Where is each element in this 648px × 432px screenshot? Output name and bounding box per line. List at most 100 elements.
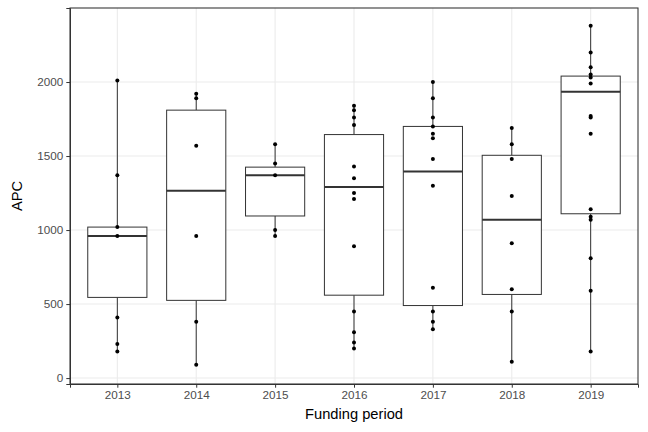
point [352,244,356,248]
point [510,360,514,364]
point [510,241,514,245]
box-body [167,110,226,300]
point [589,76,593,80]
point [115,225,119,229]
box [403,80,462,331]
axis-line [66,9,70,385]
point [589,50,593,54]
chart: 0 500 1000 1500 2000 2013 2014 2015 2016 2017 2018… [0,0,648,432]
point [431,327,435,331]
lower-whisker [432,306,433,330]
y-axis: 0 500 1000 1500 2000 [37,9,70,385]
y-axis-title: APC [9,181,25,212]
upper-whisker [511,128,512,155]
median [246,174,305,176]
point [273,161,277,165]
box [167,92,226,367]
point [115,234,119,238]
tick: 2014 [184,384,211,401]
tick: 2015 [263,384,290,401]
tick-label: 2015 [263,388,290,401]
box [561,24,620,354]
point [115,173,119,177]
point [352,123,356,127]
lower-whisker [511,294,512,361]
tick-label: 0 [57,371,64,384]
point [589,24,593,28]
panel-border [70,8,638,384]
point [115,349,119,353]
box [246,142,305,238]
point [431,132,435,136]
point [589,349,593,353]
point [352,176,356,180]
x-axis-title: Funding period [305,406,403,422]
tick: 1000 [37,223,70,236]
median [482,219,541,221]
point [431,184,435,188]
tick-label: 2016 [341,388,367,401]
plot: 0 500 1000 1500 2000 2013 2014 2015 2016 2017 2018… [37,8,638,401]
box-body [88,227,147,297]
point [194,92,198,96]
point [510,287,514,291]
tick: 500 [44,297,70,310]
point [194,234,198,238]
point [510,194,514,198]
point [589,289,593,293]
tick-label: 1500 [37,149,64,162]
lower-whisker [196,300,197,364]
point [273,173,277,177]
point [589,256,593,260]
lower-whisker [590,214,591,352]
point [273,228,277,232]
tick: 2018 [499,384,525,401]
point [352,164,356,168]
tick: 2019 [578,384,604,401]
tick-mark [66,82,70,83]
point [352,108,356,112]
point [510,142,514,146]
lower-whisker [275,216,276,236]
upper-whisker [432,82,433,126]
tick-mark [66,304,70,305]
box-body [403,126,462,305]
tick-label: 500 [44,297,64,310]
point [589,207,593,211]
point [352,116,356,120]
tick-label: 2000 [37,75,64,88]
upper-whisker [117,81,118,228]
tick: 2017 [420,384,446,401]
tick: 2016 [341,384,367,401]
tick: 2013 [105,384,131,401]
tick-label: 2014 [184,388,211,401]
box [482,126,541,364]
point [431,124,435,128]
point [431,286,435,290]
point [352,191,356,195]
median [403,171,462,173]
tick-label: 2019 [578,388,604,401]
box-body [324,135,383,296]
box-body [561,76,620,214]
point [352,330,356,334]
point [589,81,593,85]
point [273,142,277,146]
lower-whisker [354,295,355,348]
box [88,79,147,354]
tick-mark [66,378,70,379]
point [194,320,198,324]
point [431,157,435,161]
point [352,197,356,201]
median [324,186,383,188]
tick: 0 [57,371,70,384]
point [431,309,435,313]
point [352,309,356,313]
median [167,190,226,192]
point [431,80,435,84]
tick: 1500 [37,149,70,162]
point [589,132,593,136]
tick-label: 2013 [105,388,131,401]
tick-label: 1000 [37,223,64,236]
point [194,363,198,367]
